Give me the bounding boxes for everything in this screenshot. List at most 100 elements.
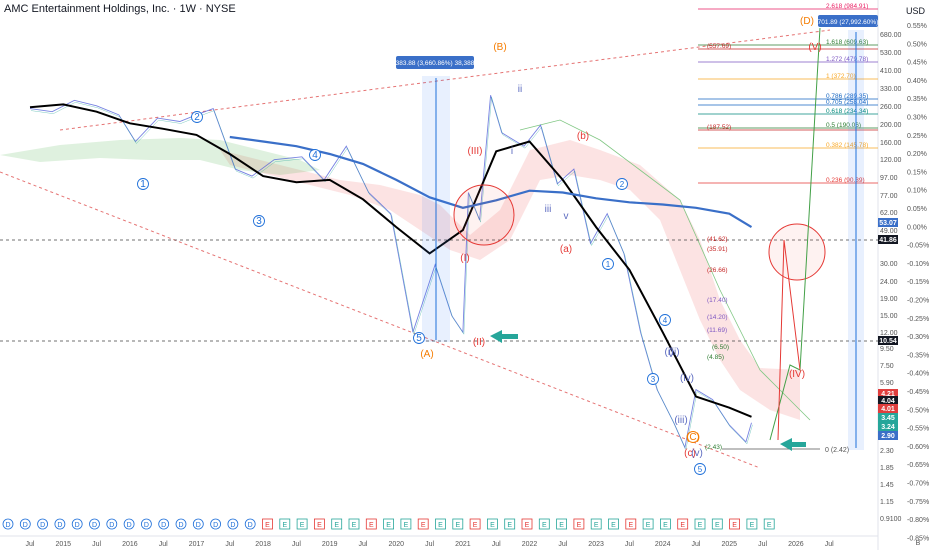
- event-marker-23[interactable]: E: [400, 518, 412, 530]
- time-tick-12: Jul: [425, 541, 434, 548]
- event-letter-12: D: [213, 522, 218, 529]
- event-marker-18[interactable]: E: [313, 518, 325, 530]
- event-marker-16[interactable]: E: [279, 518, 291, 530]
- event-marker-4[interactable]: D: [71, 518, 83, 530]
- highlight-circle-target: [768, 223, 826, 281]
- fib-label-12: 0 (2.42): [825, 447, 849, 454]
- event-marker-9[interactable]: D: [158, 518, 170, 530]
- event-letter-5: D: [92, 522, 97, 529]
- event-letter-27: E: [473, 522, 478, 529]
- event-marker-26[interactable]: E: [452, 518, 464, 530]
- event-letter-29: E: [507, 522, 512, 529]
- event-marker-36[interactable]: E: [625, 518, 637, 530]
- event-shape-33: [573, 518, 585, 530]
- event-shape-18: [313, 518, 325, 530]
- event-letter-17: E: [300, 522, 305, 529]
- event-marker-22[interactable]: E: [383, 518, 395, 530]
- event-marker-12[interactable]: D: [210, 518, 222, 530]
- pct-tick-16: -0.25%: [907, 316, 929, 323]
- fib-extension: 2.618 (984.91) 1.618 (609.63) (557.69) 1.27…: [698, 3, 878, 454]
- wave-label-1: 2: [194, 112, 200, 123]
- event-marker-32[interactable]: E: [556, 518, 567, 530]
- event-letter-26: E: [455, 522, 460, 529]
- event-marker-37[interactable]: E: [642, 518, 654, 530]
- event-marker-33[interactable]: E: [573, 518, 585, 530]
- event-marker-38[interactable]: E: [660, 518, 671, 530]
- event-marker-21[interactable]: E: [365, 518, 377, 530]
- event-shape-41: [711, 518, 723, 530]
- event-marker-44[interactable]: E: [763, 518, 775, 530]
- event-marker-0[interactable]: D: [2, 518, 14, 530]
- event-marker-29[interactable]: E: [504, 518, 516, 530]
- fib-label-7: 0.618 (234.34): [826, 108, 868, 115]
- lower-trendline: [0, 171, 761, 469]
- pct-tick-6: 0.25%: [907, 133, 927, 140]
- price-tick-15: 15.00: [880, 313, 898, 320]
- wave2-label-2: 4: [663, 316, 668, 325]
- event-letter-19: E: [334, 522, 339, 529]
- event-marker-42[interactable]: E: [729, 518, 740, 530]
- event-marker-27[interactable]: E: [469, 518, 481, 530]
- event-shape-7: [123, 518, 135, 530]
- event-marker-34[interactable]: E: [590, 518, 602, 530]
- event-marker-5[interactable]: D: [89, 518, 100, 530]
- event-marker-6[interactable]: D: [106, 518, 118, 530]
- time-tick-22: Jul: [758, 541, 767, 548]
- event-marker-30[interactable]: E: [521, 518, 533, 530]
- wave-circle-4: [413, 332, 425, 344]
- price-tick-27: 0.9100: [880, 516, 902, 523]
- event-marker-25[interactable]: E: [435, 518, 446, 530]
- price-tick-4: 260.00: [880, 104, 902, 111]
- timezone-button[interactable]: B: [916, 540, 921, 547]
- event-shape-25: [435, 518, 446, 530]
- event-marker-31[interactable]: E: [538, 518, 550, 530]
- event-marker-41[interactable]: E: [711, 518, 723, 530]
- event-marker-24[interactable]: E: [417, 518, 429, 530]
- level-label-8: (2.43): [705, 444, 722, 451]
- badge-bg-3: [878, 389, 898, 398]
- event-marker-1[interactable]: D: [19, 518, 31, 530]
- fib-label-3: 1.272 (479.78): [826, 56, 868, 63]
- event-marker-8[interactable]: D: [140, 518, 152, 530]
- wave-label-5: (A): [420, 349, 433, 360]
- event-marker-14[interactable]: D: [244, 518, 256, 530]
- event-letter-30: E: [525, 522, 530, 529]
- pct-tick-3: 0.40%: [907, 78, 927, 85]
- event-marker-39[interactable]: E: [677, 518, 689, 530]
- time-axis[interactable]: Jul 2015 Jul 2016 Jul 2017 Jul 2018 Jul 2019 Jul 20…: [26, 541, 835, 548]
- event-marker-19[interactable]: E: [331, 518, 343, 530]
- time-tick-6: Jul: [225, 541, 234, 548]
- event-marker-17[interactable]: E: [296, 518, 308, 530]
- fib-label-6: 0.705 (258.04): [826, 99, 868, 106]
- price-axis[interactable]: 680.00 530.00 410.00 330.00 260.00 200.00 160.…: [880, 23, 929, 542]
- pct-tick-20: -0.45%: [907, 389, 929, 396]
- pct-tick-24: -0.65%: [907, 462, 929, 469]
- event-marker-13[interactable]: D: [227, 518, 239, 530]
- event-marker-35[interactable]: E: [608, 518, 619, 530]
- event-marker-11[interactable]: D: [192, 518, 204, 530]
- pct-tick-4: 0.35%: [907, 96, 927, 103]
- event-marker-10[interactable]: D: [175, 518, 187, 530]
- time-tick-8: Jul: [292, 541, 301, 548]
- time-tick-21: 2025: [722, 541, 738, 548]
- event-marker-7[interactable]: D: [123, 518, 135, 530]
- event-marker-20[interactable]: E: [348, 518, 360, 530]
- event-marker-2[interactable]: D: [37, 518, 48, 530]
- event-letter-23: E: [404, 522, 409, 529]
- wave-label-2: 3: [256, 216, 262, 227]
- event-shape-0: [2, 518, 14, 530]
- event-marker-43[interactable]: E: [746, 518, 758, 530]
- event-marker-15[interactable]: E: [262, 518, 273, 530]
- price-tick-10: 62.00: [880, 210, 898, 217]
- badge-label-0: 53.07: [879, 220, 897, 227]
- event-shape-8: [140, 518, 152, 530]
- event-marker-3[interactable]: D: [54, 518, 66, 530]
- event-shape-39: [677, 518, 689, 530]
- badge-label-7: 3.24: [881, 424, 895, 431]
- badge-bg-2: [878, 336, 898, 345]
- event-marker-28[interactable]: E: [486, 518, 498, 530]
- event-marker-40[interactable]: E: [694, 518, 706, 530]
- wave-label-12: (IV): [789, 369, 805, 380]
